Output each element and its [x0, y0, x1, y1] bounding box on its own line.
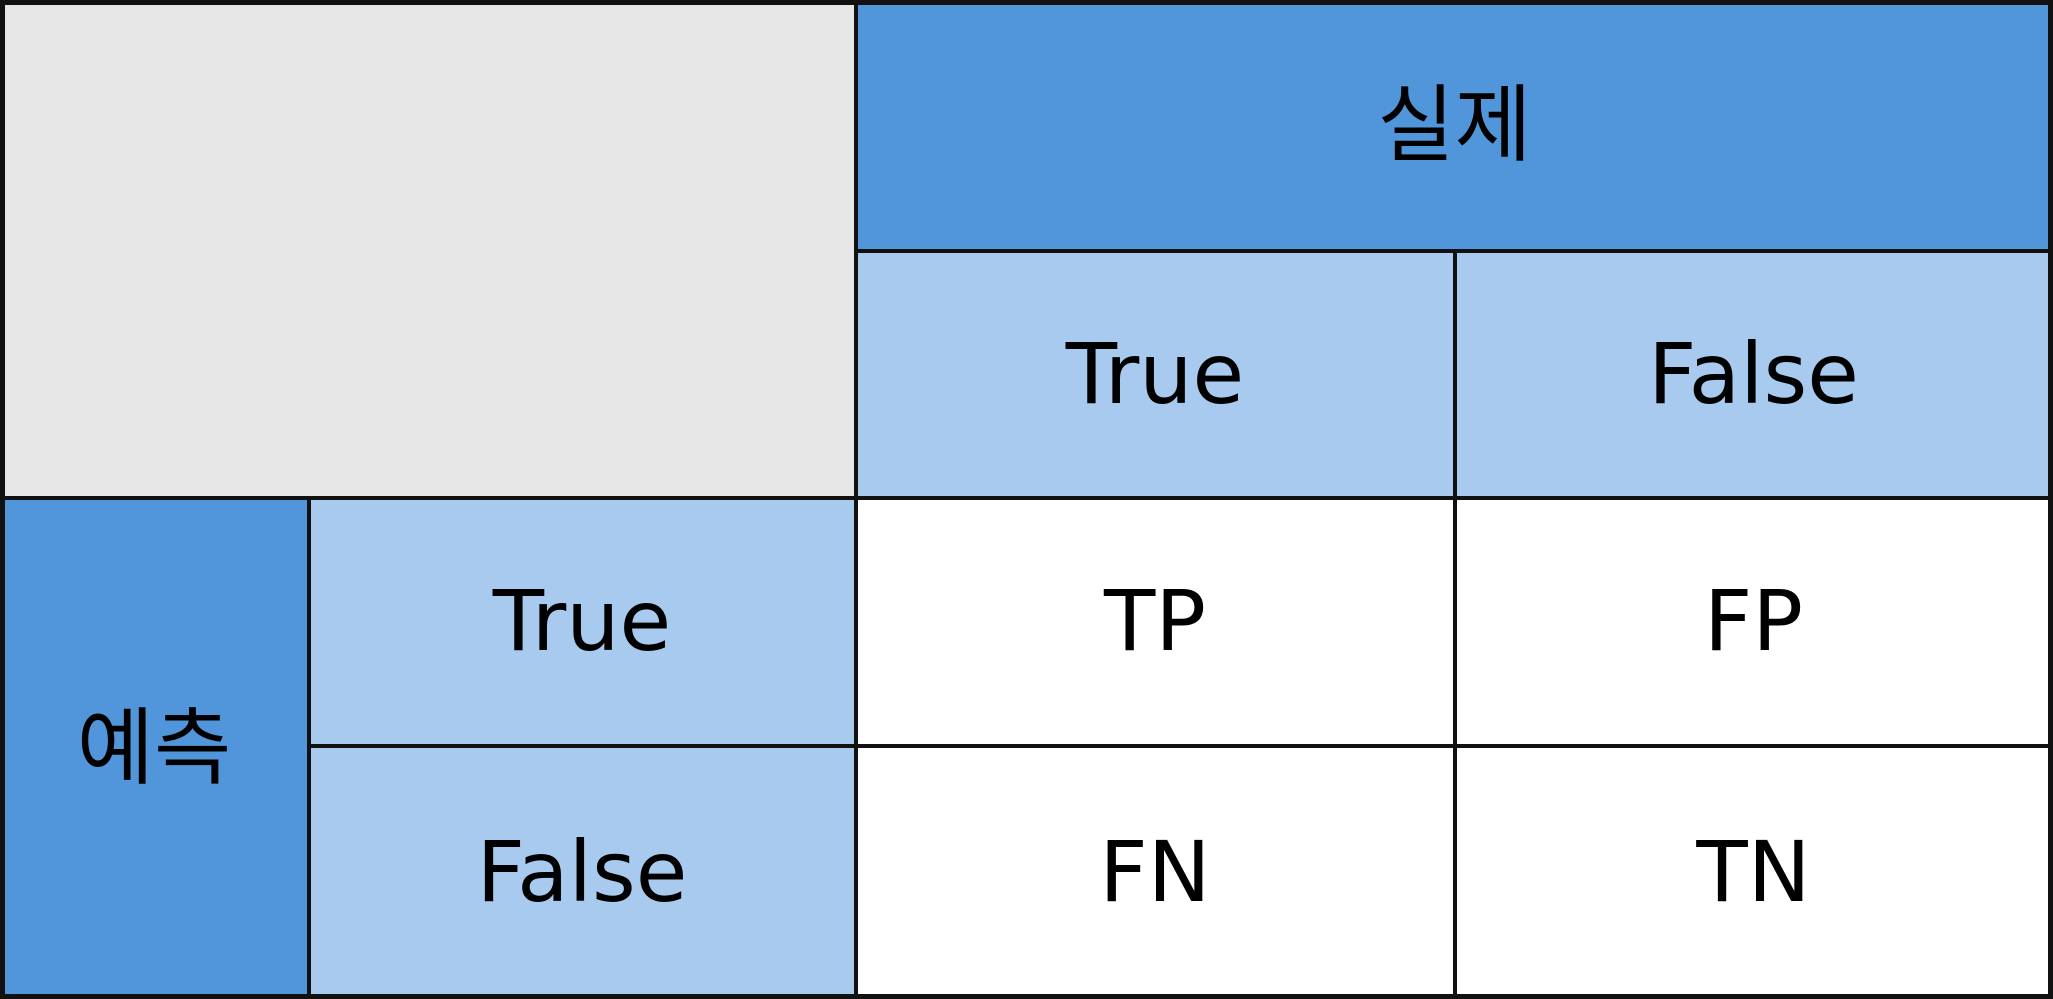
divider-header-body: [0, 496, 2053, 500]
actual-column-false: False: [1454, 250, 2053, 497]
cell-tp-label: TP: [1104, 572, 1206, 670]
actual-column-true-label: True: [1065, 324, 1245, 423]
actual-column-false-label: False: [1648, 324, 1859, 423]
divider-left-section: [854, 0, 858, 999]
cell-tn-label: TN: [1696, 823, 1811, 921]
divider-predicted-header: [307, 497, 311, 999]
predicted-row-false: False: [308, 745, 856, 999]
predicted-row-false-label: False: [476, 823, 688, 921]
predicted-header: 예측: [0, 497, 308, 999]
cell-tn: TN: [1454, 745, 2053, 999]
predicted-row-true-label: True: [492, 572, 672, 670]
corner-cell: [0, 0, 856, 497]
outer-border-top: [0, 0, 2053, 5]
divider-actual-columns: [1453, 250, 1457, 999]
actual-label: 실제: [1377, 76, 1532, 174]
predicted-row-true: True: [308, 497, 856, 745]
cell-fp: FP: [1454, 497, 2053, 745]
cell-fn: FN: [856, 745, 1454, 999]
cell-fp-label: FP: [1704, 572, 1803, 670]
actual-header: 실제: [856, 0, 2053, 250]
cell-fn-label: FN: [1099, 823, 1211, 921]
predicted-label: 예측: [76, 699, 232, 797]
cell-tp: TP: [856, 497, 1454, 745]
actual-column-true: True: [856, 250, 1454, 497]
divider-body-rows: [308, 744, 2053, 748]
outer-border-bottom: [0, 994, 2053, 999]
